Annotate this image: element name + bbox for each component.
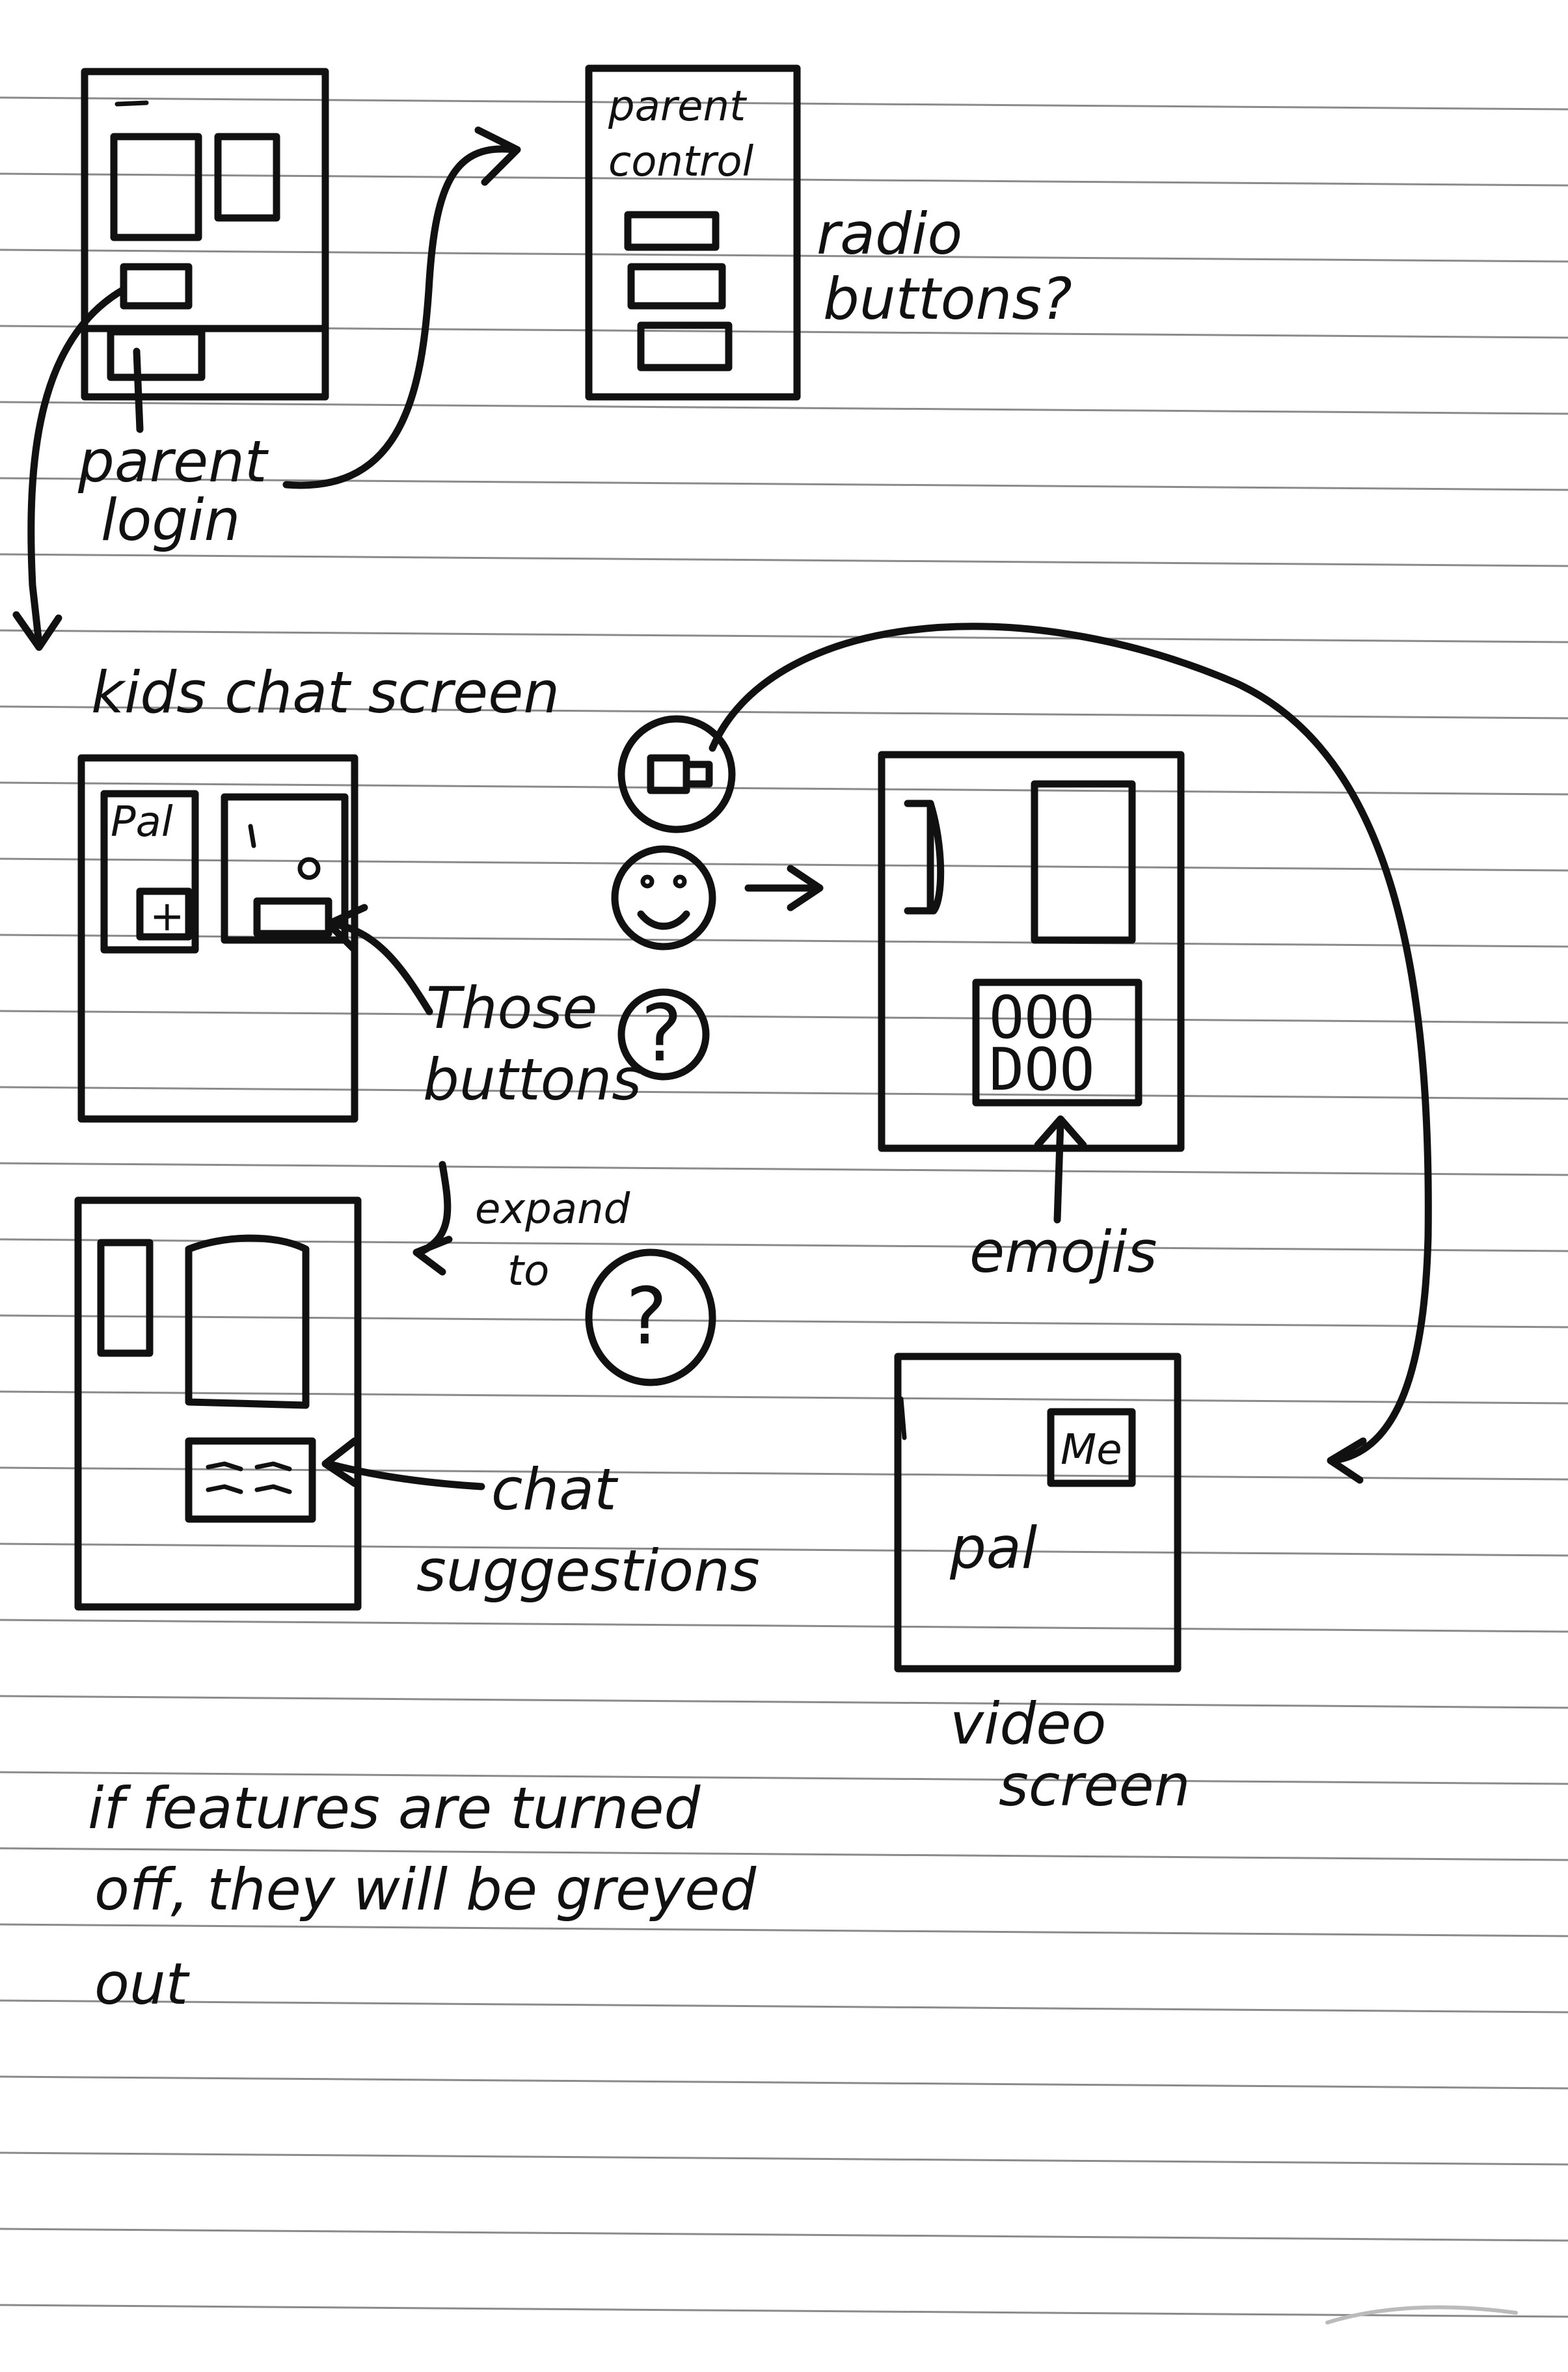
ruled-line — [0, 1847, 1568, 1861]
video-pal-label: pal — [949, 1515, 1038, 1582]
ruled-line — [0, 1923, 1568, 1937]
ruled-line — [0, 1010, 1568, 1024]
ruled-line — [0, 401, 1568, 415]
ruled-line — [0, 857, 1568, 872]
video-button — [617, 715, 736, 833]
emojis-label: emojis — [969, 1219, 1157, 1286]
parent-control-label: parent — [608, 83, 748, 131]
expanded-help-button — [585, 1248, 716, 1386]
emoji-grid-row2: DOO — [989, 1036, 1095, 1104]
ruled-line — [0, 781, 1568, 796]
ruled-line — [0, 1390, 1568, 1405]
plus-icon: + — [150, 893, 185, 941]
help-icon: ? — [641, 989, 683, 1079]
parent-login-label-2: login — [101, 487, 240, 554]
parent-login-screen — [77, 68, 329, 433]
arrow-login-to-control — [282, 145, 518, 489]
note-line-2: off, they will be greyed — [94, 1856, 757, 1923]
parent-control-screen — [585, 64, 801, 401]
ruled-line — [0, 705, 1568, 720]
ruled-line — [0, 1619, 1568, 1633]
expand-label-2: to — [507, 1247, 549, 1295]
video-me-label: Me — [1061, 1426, 1122, 1474]
ruled-line — [0, 1999, 1568, 2014]
ruled-line — [0, 1466, 1568, 1481]
emoji-screen — [878, 751, 1185, 1152]
those-buttons-label-2: buttons — [423, 1046, 642, 1113]
video-screen-label: video — [950, 1690, 1106, 1757]
emoji-button — [611, 845, 716, 950]
ruled-line — [0, 1314, 1568, 1328]
kids-chat-screen — [77, 754, 358, 1123]
radio-buttons-label-2: buttons? — [823, 265, 1072, 332]
parent-control-label-2: control — [608, 138, 753, 186]
ruled-line — [0, 477, 1568, 491]
ruled-line — [0, 1543, 1568, 1557]
note-line-3: out — [94, 1950, 191, 2017]
arrow-video-to-screen — [709, 623, 1432, 1464]
expand-label: expand — [475, 1185, 630, 1233]
ruled-line — [0, 553, 1568, 567]
those-buttons-label: Those — [426, 975, 597, 1042]
arrow-login-to-chat — [27, 286, 128, 648]
note-line-1: if features are turned — [88, 1775, 701, 1842]
arrow-chat-suggestions — [325, 1460, 485, 1490]
parent-login-label: parent — [77, 428, 269, 495]
ruled-line — [0, 629, 1568, 643]
video-screen-label-2: screen — [999, 1752, 1190, 1819]
help-button — [617, 988, 710, 1081]
arrow-emojis — [1053, 1118, 1064, 1224]
ruled-line — [0, 1086, 1568, 1100]
ruled-line — [0, 2075, 1568, 2090]
ruled-line — [0, 2304, 1568, 2318]
emoji-grid-row1: OOO — [989, 984, 1095, 1052]
ruled-line — [0, 1695, 1568, 1709]
ruled-line — [0, 172, 1568, 187]
expanded-help-icon: ? — [626, 1272, 668, 1362]
arrow-those-buttons — [328, 920, 433, 1016]
ruled-line — [0, 249, 1568, 263]
ruled-line — [0, 1771, 1568, 1785]
ruled-line — [0, 2228, 1568, 2242]
chat-suggestions-label: chat — [491, 1456, 619, 1523]
pencil-smudge — [1325, 2305, 1518, 2325]
chat-suggestions-screen — [74, 1196, 362, 1611]
chat-pal-label: Pal — [111, 798, 173, 846]
video-screen — [894, 1353, 1182, 1673]
radio-buttons-label: radio — [817, 200, 962, 267]
ruled-line — [0, 96, 1568, 111]
kids-chat-screen-label: kids chat screen — [91, 659, 560, 726]
chat-suggestions-label-2: suggestions — [416, 1537, 760, 1604]
ruled-line — [0, 2151, 1568, 2166]
ruled-line — [0, 1162, 1568, 1176]
